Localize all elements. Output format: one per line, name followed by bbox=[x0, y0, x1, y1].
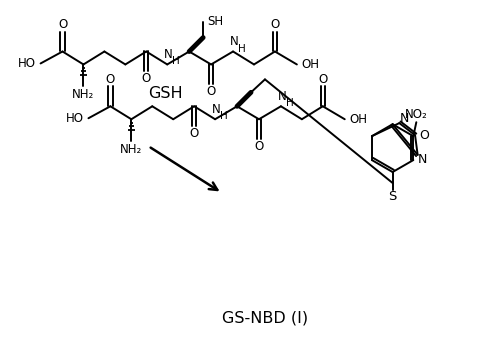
Text: GS-NBD (I): GS-NBD (I) bbox=[222, 311, 308, 326]
Text: O: O bbox=[254, 140, 264, 153]
Text: H: H bbox=[286, 98, 294, 108]
Text: NO₂: NO₂ bbox=[405, 108, 427, 121]
Text: S: S bbox=[388, 191, 397, 204]
Text: N: N bbox=[400, 112, 409, 125]
Text: O: O bbox=[106, 73, 115, 86]
Text: O: O bbox=[270, 18, 280, 31]
Text: GSH: GSH bbox=[148, 86, 182, 101]
Text: O: O bbox=[58, 18, 67, 31]
Text: N: N bbox=[230, 35, 238, 48]
Text: O: O bbox=[190, 127, 199, 140]
Text: N: N bbox=[418, 153, 428, 166]
Text: O: O bbox=[142, 72, 151, 85]
Text: O: O bbox=[419, 129, 429, 142]
Text: N: N bbox=[164, 48, 172, 61]
Text: N: N bbox=[278, 90, 286, 103]
Text: N: N bbox=[212, 103, 220, 116]
Text: O: O bbox=[206, 85, 216, 98]
Text: OH: OH bbox=[350, 113, 368, 126]
Text: O: O bbox=[318, 73, 328, 86]
Text: OH: OH bbox=[302, 58, 320, 71]
Text: NH₂: NH₂ bbox=[72, 88, 94, 101]
Text: H: H bbox=[172, 56, 180, 66]
Text: HO: HO bbox=[66, 112, 84, 125]
Text: SH: SH bbox=[207, 15, 223, 28]
Text: H: H bbox=[220, 111, 228, 121]
Text: H: H bbox=[238, 44, 246, 53]
Text: NH₂: NH₂ bbox=[120, 143, 142, 156]
Text: HO: HO bbox=[18, 57, 36, 70]
